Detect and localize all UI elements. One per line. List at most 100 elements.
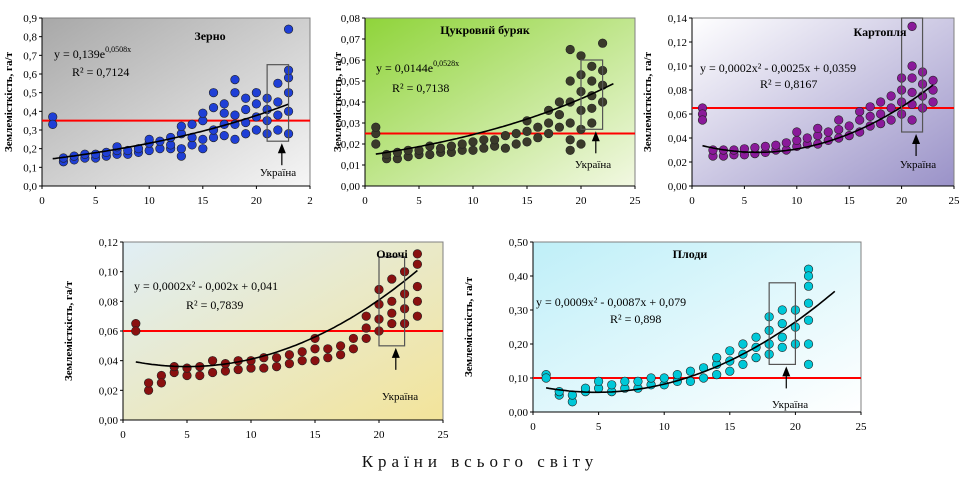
data-point xyxy=(928,97,938,107)
y-tick-label: 0,1 xyxy=(23,162,37,174)
annotation-label: Україна xyxy=(900,159,936,171)
data-point xyxy=(751,353,761,363)
data-point xyxy=(230,134,240,144)
data-point xyxy=(387,296,397,306)
y-tick-label: 0,06 xyxy=(341,55,361,67)
chart-panel-1: 0,0 0,1 0,2 0,3 0,4 0,5 0,6 0,7 0,8 0,9 0 5 10 15 20 2 З… xyxy=(3,13,313,207)
data-point xyxy=(511,139,521,149)
data-point xyxy=(597,38,608,48)
data-point xyxy=(336,350,346,360)
data-point xyxy=(361,333,371,344)
trend-line xyxy=(135,269,418,368)
data-point xyxy=(565,135,575,145)
data-point xyxy=(198,134,208,144)
ukraine-highlight-box xyxy=(900,17,924,133)
data-point xyxy=(387,308,397,318)
data-point xyxy=(436,143,446,153)
data-point xyxy=(187,119,197,129)
data-point xyxy=(607,380,617,390)
r-squared-label: R² = 0,7138 xyxy=(392,81,449,95)
data-point xyxy=(907,61,917,71)
data-point xyxy=(241,93,251,103)
data-point xyxy=(323,353,333,363)
x-tick-label: 20 xyxy=(374,429,386,441)
data-point xyxy=(750,143,760,153)
data-point xyxy=(803,281,814,291)
data-point xyxy=(907,115,917,125)
data-point xyxy=(522,126,532,136)
y-tick-label: 0,08 xyxy=(99,296,119,308)
data-point xyxy=(587,103,597,113)
data-point xyxy=(855,106,865,117)
y-tick-label: 0,10 xyxy=(668,61,688,73)
data-point xyxy=(241,104,251,115)
data-point xyxy=(251,99,261,109)
data-point xyxy=(310,356,320,366)
r-squared-label: R² = 0,8167 xyxy=(760,77,817,91)
data-point xyxy=(425,149,435,160)
data-point xyxy=(771,140,781,150)
data-point xyxy=(198,108,208,118)
data-point xyxy=(725,346,735,356)
chart-panel-5: 0,00 0,10 0,20 0,30 0,40 0,50 0 5 10 15 20 25 Землем… xyxy=(463,237,867,433)
y-tick-label: 0,40 xyxy=(509,271,529,283)
data-point xyxy=(865,111,875,121)
y-tick-label: 0,04 xyxy=(341,97,361,109)
y-axis-label: Землемісткість, га/т xyxy=(642,51,654,152)
trend-line xyxy=(545,290,836,394)
data-point xyxy=(468,137,478,147)
y-tick-label: 0,8 xyxy=(23,32,37,44)
x-tick-label: 5 xyxy=(742,195,748,207)
data-point xyxy=(659,373,669,383)
data-point xyxy=(565,76,575,86)
x-tick-label: 0 xyxy=(530,421,536,433)
data-point xyxy=(823,127,833,137)
data-point xyxy=(272,353,282,363)
data-point xyxy=(198,144,208,154)
data-point xyxy=(685,366,696,376)
data-point xyxy=(133,144,144,154)
data-point xyxy=(777,305,787,315)
data-point xyxy=(219,131,229,141)
data-point xyxy=(156,378,166,388)
data-point xyxy=(195,370,205,381)
data-point xyxy=(587,76,597,86)
x-tick-label: 5 xyxy=(416,195,422,207)
data-point xyxy=(886,91,896,101)
x-tick-label: 5 xyxy=(596,421,602,433)
y-axis-label: Землемісткість, га/т xyxy=(3,51,15,152)
data-point xyxy=(533,133,543,143)
data-point xyxy=(273,110,283,120)
arrow-head-icon xyxy=(782,366,791,377)
data-point xyxy=(101,147,111,157)
data-point xyxy=(646,373,656,383)
chart-title: Плоди xyxy=(673,247,708,261)
data-point xyxy=(272,362,282,372)
data-point xyxy=(620,376,630,387)
y-tick-label: 0,02 xyxy=(341,139,360,151)
data-point xyxy=(886,115,896,125)
x-tick-label: 20 xyxy=(896,195,908,207)
data-point xyxy=(886,103,896,113)
data-point xyxy=(834,115,844,125)
data-point xyxy=(230,110,240,120)
data-point xyxy=(251,125,261,135)
data-point xyxy=(259,363,269,373)
data-point xyxy=(446,141,457,151)
y-tick-label: 0,14 xyxy=(668,13,688,25)
data-point xyxy=(554,387,564,397)
y-tick-label: 0,00 xyxy=(99,415,119,427)
data-point xyxy=(712,353,722,363)
data-point xyxy=(412,259,423,269)
y-tick-label: 0,20 xyxy=(509,339,529,351)
data-point xyxy=(739,144,750,154)
data-point xyxy=(554,122,565,132)
data-point xyxy=(876,97,886,107)
data-point xyxy=(928,75,938,85)
data-point xyxy=(176,144,186,154)
data-point xyxy=(633,376,643,387)
data-point xyxy=(412,296,423,306)
y-tick-label: 0,0 xyxy=(23,181,37,193)
data-point xyxy=(219,99,229,109)
